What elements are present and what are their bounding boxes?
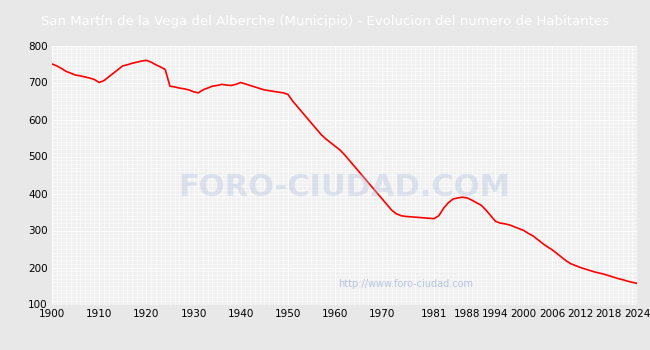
Text: FORO-CIUDAD.COM: FORO-CIUDAD.COM	[179, 174, 510, 202]
Text: San Martín de la Vega del Alberche (Municipio) - Evolucion del numero de Habitan: San Martín de la Vega del Alberche (Muni…	[41, 14, 609, 28]
Text: http://www.foro-ciudad.com: http://www.foro-ciudad.com	[338, 279, 473, 289]
